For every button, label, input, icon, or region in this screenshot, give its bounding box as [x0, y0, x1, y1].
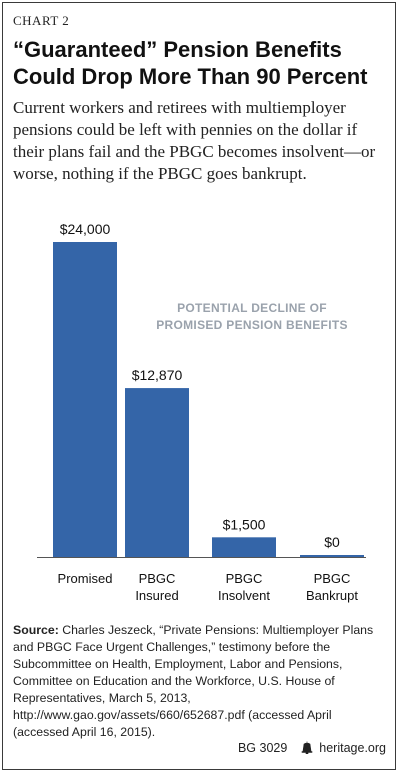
- value-label-2: $12,870: [132, 367, 183, 383]
- footer: BG 3029 heritage.org: [238, 741, 386, 757]
- category-label-2-line-2: Insured: [135, 588, 178, 603]
- source-text: Charles Jeszeck, “Private Pensions: Mult…: [13, 623, 374, 739]
- source-label: Source:: [13, 623, 59, 637]
- bar-2: [125, 388, 189, 557]
- source-note: Source: Charles Jeszeck, “Private Pensio…: [13, 622, 385, 741]
- bar-1: [53, 242, 117, 557]
- chart-frame: [2, 2, 396, 770]
- site-link[interactable]: heritage.org: [319, 741, 386, 755]
- chart-subtitle: Current workers and retirees with multie…: [13, 98, 376, 183]
- report-code: BG 3029: [237, 741, 288, 755]
- chart-number: CHART 2: [13, 13, 70, 28]
- category-label-2-line-1: PBGC: [139, 571, 176, 586]
- category-label-4-line-2: Bankrupt: [306, 588, 358, 603]
- annotation-line-2: PROMISED PENSION BENEFITS: [156, 318, 348, 332]
- bar-4: [300, 555, 364, 557]
- category-label-3-line-1: PBGC: [226, 571, 263, 586]
- liberty-bell-icon: [301, 741, 313, 757]
- value-label-1: $24,000: [60, 221, 111, 237]
- bar-chart: POTENTIAL DECLINE OF PROMISED PENSION BEN…: [37, 221, 366, 603]
- value-label-4: $0: [324, 534, 340, 550]
- category-label-3-line-2: Insolvent: [218, 588, 270, 603]
- value-label-3: $1,500: [223, 516, 266, 532]
- annotation-line-1: POTENTIAL DECLINE OF: [177, 301, 327, 315]
- category-label-4-line-1: PBGC: [314, 571, 351, 586]
- chart-title: “Guaranteed” Pension Benefits Could Drop…: [13, 37, 368, 89]
- bar-3: [212, 537, 276, 557]
- category-label-1: Promised: [58, 571, 113, 586]
